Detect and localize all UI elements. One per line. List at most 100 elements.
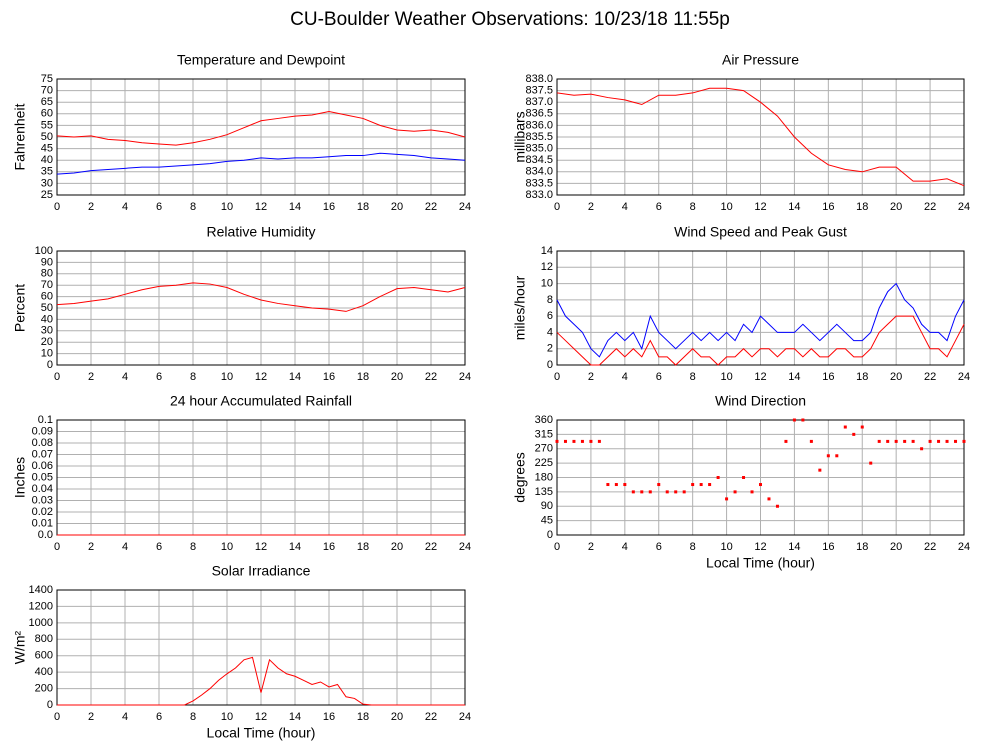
y-tick-label: 1200: [29, 600, 53, 612]
x-tick-label: 14: [788, 201, 800, 213]
x-tick-label: 18: [357, 371, 369, 383]
x-tick-label: 8: [190, 371, 196, 383]
y-tick-label: 180: [535, 471, 553, 483]
x-tick-label: 12: [255, 711, 267, 723]
data-line: [56, 282, 466, 312]
y-tick-label: 40: [41, 313, 53, 325]
data-line: [57, 656, 465, 706]
y-axis-label: Percent: [12, 284, 28, 332]
data-point: [623, 483, 627, 487]
y-tick-label: 0.08: [32, 437, 53, 449]
y-tick-label: 0.1: [38, 414, 53, 426]
y-tick-label: 10: [41, 348, 53, 360]
chart-title: Wind Direction: [715, 393, 806, 409]
x-tick-label: 18: [357, 541, 369, 553]
plot-frame: [556, 419, 965, 536]
y-axis-label: Inches: [12, 457, 28, 498]
x-tick-label: 2: [88, 711, 94, 723]
y-tick-label: 0: [47, 699, 53, 711]
x-tick-label: 8: [190, 711, 196, 723]
y-tick-label: 65: [41, 96, 53, 108]
y-tick-label: 45: [41, 143, 53, 155]
x-tick-label: 4: [622, 541, 628, 553]
y-tick-label: 833.0: [525, 189, 553, 201]
data-point: [792, 418, 796, 422]
x-tick-label: 14: [289, 371, 301, 383]
x-tick-label: 12: [754, 371, 766, 383]
x-tick-label: 6: [656, 371, 662, 383]
x-tick-label: 20: [890, 541, 902, 553]
x-tick-label: 20: [391, 201, 403, 213]
data-point: [809, 439, 813, 443]
chart-title: Air Pressure: [722, 52, 799, 68]
x-tick-label: 4: [122, 711, 128, 723]
y-tick-label: 25: [41, 189, 53, 201]
y-tick-label: 80: [41, 268, 53, 280]
x-tick-label: 16: [323, 201, 335, 213]
x-tick-label: 20: [890, 201, 902, 213]
y-tick-label: 55: [41, 119, 53, 131]
data-point: [869, 461, 873, 465]
x-tick-label: 18: [856, 201, 868, 213]
data-point: [648, 490, 652, 494]
x-tick-label: 22: [924, 201, 936, 213]
x-tick-label: 4: [122, 371, 128, 383]
data-point: [852, 432, 856, 436]
x-tick-label: 6: [156, 541, 162, 553]
y-tick-label: 8: [547, 294, 553, 306]
data-point: [835, 454, 839, 458]
y-tick-label: 0.02: [32, 506, 53, 518]
y-tick-label: 1000: [29, 617, 53, 629]
x-tick-label: 6: [656, 541, 662, 553]
y-tick-label: 836.5: [525, 108, 553, 120]
data-line: [56, 152, 466, 175]
x-tick-label: 6: [156, 201, 162, 213]
data-point: [903, 439, 907, 443]
y-tick-label: 40: [41, 154, 53, 166]
x-tick-label: 8: [690, 371, 696, 383]
y-tick-label: 135: [535, 486, 553, 498]
y-tick-label: 90: [41, 256, 53, 268]
y-tick-label: 837.5: [525, 85, 553, 97]
data-point: [920, 447, 924, 451]
y-tick-label: 360: [535, 414, 553, 426]
data-point: [759, 483, 762, 487]
y-tick-label: 20: [41, 336, 53, 348]
data-point: [742, 476, 746, 479]
x-tick-label: 22: [924, 371, 936, 383]
data-point: [572, 439, 576, 443]
y-tick-label: 70: [41, 85, 53, 97]
y-tick-label: 50: [41, 302, 53, 314]
y-tick-label: 835.5: [525, 131, 553, 143]
y-tick-label: 45: [541, 515, 553, 527]
x-tick-label: 18: [357, 201, 369, 213]
x-tick-label: 6: [156, 711, 162, 723]
x-tick-label: 0: [54, 541, 60, 553]
x-tick-label: 24: [459, 711, 471, 723]
y-axis-label: miles/hour: [512, 275, 528, 340]
y-tick-label: 30: [41, 325, 53, 337]
y-tick-label: 35: [41, 166, 53, 178]
chart-title: Wind Speed and Peak Gust: [674, 224, 847, 240]
data-point: [775, 504, 779, 508]
x-tick-label: 2: [88, 541, 94, 553]
x-tick-label: 0: [54, 711, 60, 723]
data-point: [750, 490, 754, 494]
y-tick-label: 4: [547, 326, 553, 338]
data-point: [877, 439, 881, 443]
x-tick-label: 4: [622, 201, 628, 213]
y-tick-label: 6: [547, 310, 553, 322]
y-tick-label: 10: [541, 277, 553, 289]
data-point: [733, 490, 737, 494]
data-point: [699, 483, 703, 487]
y-tick-label: 838.0: [525, 73, 553, 85]
x-tick-label: 10: [720, 201, 732, 213]
y-tick-label: 834.0: [525, 166, 553, 178]
y-tick-label: 0.05: [32, 471, 53, 483]
x-tick-label: 20: [391, 371, 403, 383]
x-tick-label: 8: [190, 201, 196, 213]
x-tick-label: 0: [54, 201, 60, 213]
x-tick-label: 8: [190, 541, 196, 553]
page-title: CU-Boulder Weather Observations: 10/23/1…: [290, 9, 730, 30]
